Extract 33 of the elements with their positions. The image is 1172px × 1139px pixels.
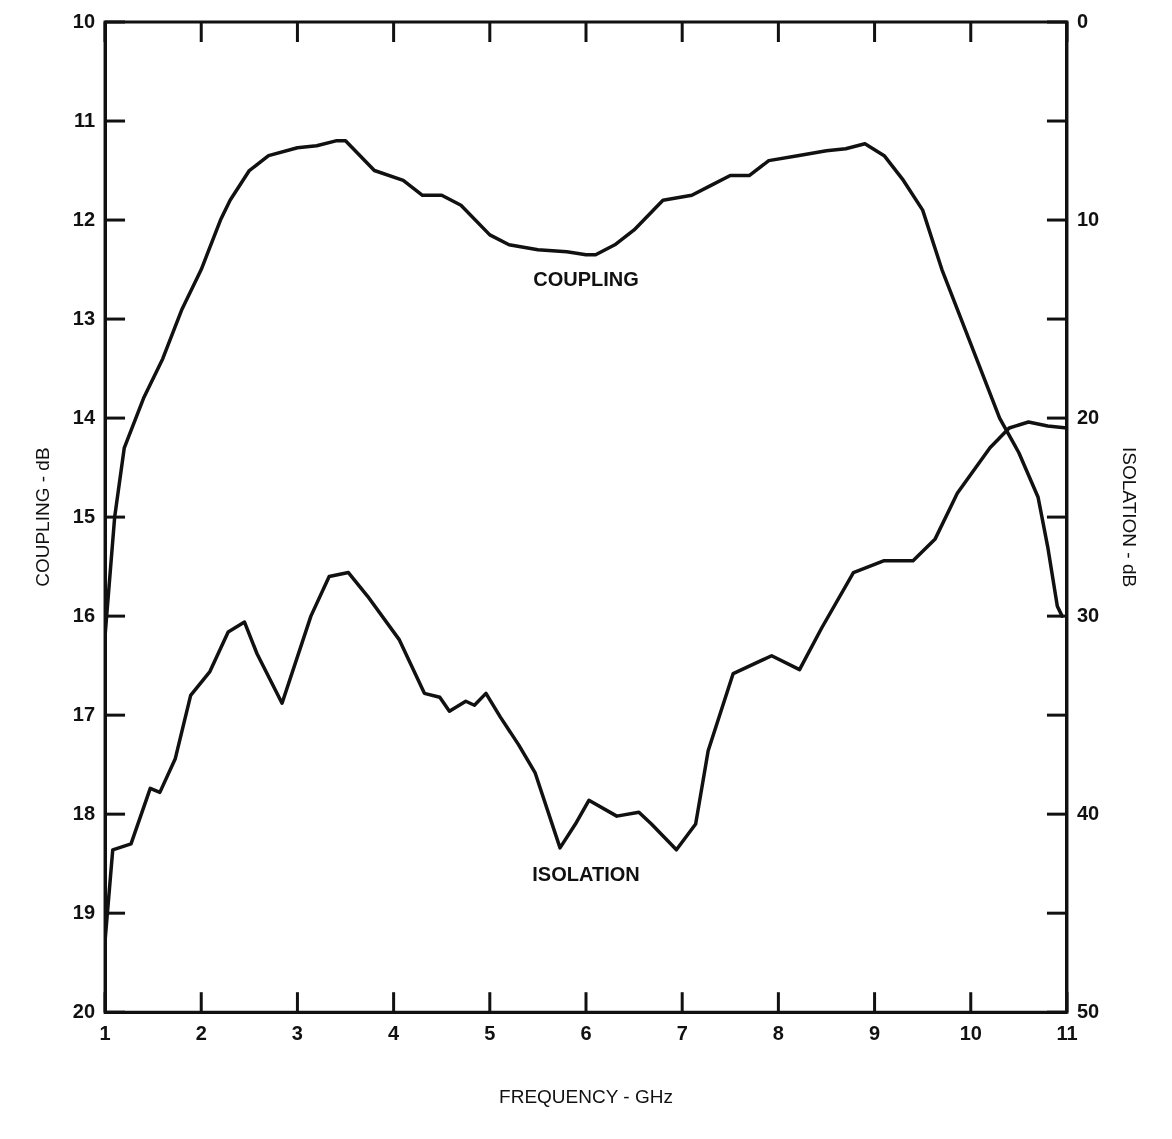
x-tick-label: 10	[959, 1021, 982, 1044]
y-tick-label: 19	[72, 900, 96, 923]
y-tick-label: 20	[72, 999, 96, 1022]
y-axis-title: COUPLING - dB	[31, 447, 53, 587]
y-tick-label: 13	[72, 306, 96, 329]
y-tick-label: 15	[72, 504, 96, 527]
y2-tick-label: 0	[1076, 9, 1089, 32]
x-tick-label: 9	[869, 1021, 881, 1044]
x-tick-label: 1	[99, 1021, 111, 1044]
y2-tick-label: 50	[1076, 999, 1100, 1022]
x-tick-label: 6	[580, 1021, 592, 1044]
series-label: ISOLATION	[532, 863, 640, 886]
y-tick-label: 12	[72, 207, 96, 230]
x-axis-title: FREQUENCY - GHz	[499, 1085, 673, 1107]
x-tick-label: 7	[676, 1021, 688, 1044]
y-tick-label: 17	[72, 702, 96, 725]
y-tick-label: 14	[72, 405, 96, 428]
y2-tick-label: 20	[1076, 405, 1100, 428]
y2-tick-label: 30	[1076, 603, 1100, 626]
x-tick-label: 11	[1056, 1021, 1078, 1044]
y2-tick-label: 40	[1076, 801, 1100, 824]
y-tick-label: 10	[72, 9, 96, 32]
x-tick-label: 4	[388, 1021, 401, 1044]
y-tick-label: 18	[72, 801, 96, 824]
y2-axis-title: ISOLATION - dB	[1119, 447, 1141, 588]
x-tick-label: 2	[195, 1021, 207, 1044]
x-tick-label: 5	[484, 1021, 496, 1044]
series-label: COUPLING	[533, 268, 639, 291]
y2-tick-label: 10	[1076, 207, 1100, 230]
x-tick-label: 8	[772, 1021, 784, 1044]
x-tick-label: 3	[291, 1021, 303, 1044]
y-tick-label: 11	[73, 108, 96, 131]
y-tick-label: 16	[72, 603, 96, 626]
